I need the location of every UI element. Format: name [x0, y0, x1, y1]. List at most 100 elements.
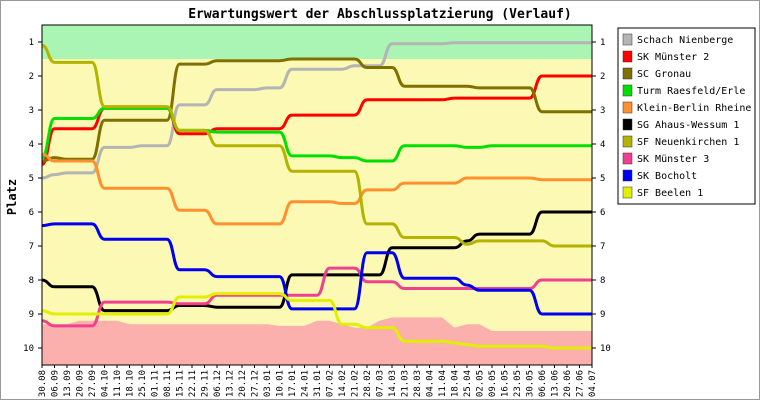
x-tick-label: 21.03	[401, 370, 411, 397]
legend-swatch-turm-raesfeld-erle	[622, 84, 633, 97]
legend-label-sk-muenster-2: SK Münster 2	[637, 52, 709, 63]
y-tick-label: 2	[600, 72, 605, 82]
y-tick-label: 8	[29, 276, 34, 286]
x-tick-label: 30.05	[526, 370, 536, 397]
x-tick-label: 13.09	[63, 370, 73, 397]
x-tick-label: 27.09	[88, 370, 98, 397]
legend-swatch-sc-gronau	[622, 67, 633, 80]
legend-swatch-klein-berlin-rheine	[622, 101, 633, 114]
legend-label-schach-nienberge: Schach Nienberge	[637, 35, 733, 46]
y-tick-labels-left: 1 2 3 4 5 6 7 8 9 10	[23, 38, 34, 354]
x-tick-label: 14.02	[338, 370, 348, 397]
x-tick-label: 06.09	[51, 370, 61, 397]
legend-label-sk-bocholt: SK Bocholt	[637, 171, 697, 182]
legend-swatch-sk-bocholt	[622, 169, 633, 182]
x-tick-label: 09.05	[488, 370, 498, 397]
legend: Schach Nienberge SK Münster 2 SC Gronau Tur…	[617, 27, 756, 205]
x-tick-label: 20.12	[238, 370, 248, 397]
y-tick-label: 3	[600, 106, 605, 116]
x-tick-label: 04.04	[426, 370, 436, 397]
y-tick-label: 9	[600, 310, 605, 320]
y-tick-label: 9	[29, 310, 34, 320]
series-line-sc-gronau	[41, 57, 592, 163]
y-tick-label: 10	[23, 344, 34, 354]
legend-swatch-sf-neuenkirchen-1	[622, 135, 633, 148]
series-lines	[40, 41, 592, 350]
y-tick-label: 4	[29, 140, 34, 150]
x-tick-label: 10.01	[276, 370, 286, 397]
legend-label-klein-berlin-rheine: Klein-Berlin Rheine	[637, 103, 751, 114]
legend-label-sc-gronau: SC Gronau	[637, 69, 691, 80]
x-tick-label: 13.12	[226, 370, 236, 397]
legend-swatch-schach-nienberge	[622, 33, 633, 46]
x-tick-label: 07.02	[326, 370, 336, 397]
x-tick-label: 27.06	[576, 370, 586, 397]
y-tick-label: 4	[600, 140, 605, 150]
legend-label-sk-muenster-3: SK Münster 3	[637, 154, 709, 165]
x-tick-label: 11.04	[438, 370, 448, 397]
x-tick-label: 08.11	[163, 370, 173, 397]
x-tick-label: 04.07	[588, 370, 598, 397]
x-tick-label: 03.01	[263, 370, 273, 397]
relegation-area-shape	[42, 317, 592, 365]
series-line-sk-muenster-3	[41, 266, 592, 328]
y-tick-label: 5	[29, 174, 34, 184]
legend-label-turm-raesfeld-erle: Turm Raesfeld/Erle	[637, 86, 745, 97]
x-tick-label: 18.04	[451, 370, 461, 397]
x-tick-labels: 30.08 06.09 13.09 20.09 27.09 04.10 11.10 18.10…	[38, 370, 598, 397]
band-1	[42, 59, 592, 365]
x-tick-label: 28.02	[363, 370, 373, 397]
x-tick-label: 20.06	[563, 370, 573, 397]
y-tick-label: 6	[29, 208, 34, 218]
y-tick-label: 8	[600, 276, 605, 286]
x-tick-label: 27.12	[251, 370, 261, 397]
x-tick-label: 31.01	[313, 370, 323, 397]
y-tick-label: 1	[29, 38, 34, 48]
y-tick-label: 2	[29, 72, 34, 82]
y-tick-label: 7	[29, 242, 34, 252]
legend-box	[617, 27, 756, 205]
x-tick-label: 07.03	[376, 370, 386, 397]
x-tick-label: 06.12	[213, 370, 223, 397]
y-tick-label: 7	[600, 242, 605, 252]
x-tick-label: 16.05	[501, 370, 511, 397]
legend-label-sg-ahaus-wessum-1: SG Ahaus-Wessum 1	[637, 120, 739, 131]
x-tick-label: 22.11	[188, 370, 198, 397]
y-tick-label: 3	[29, 106, 34, 116]
x-tick-label: 25.04	[463, 370, 473, 397]
series-line-turm-raesfeld-erle	[40, 106, 592, 163]
series-line-sf-neuenkirchen-1	[41, 43, 592, 248]
legend-label-sf-beelen-1: SF Beelen 1	[637, 188, 703, 199]
y-tick-label: 5	[600, 174, 605, 184]
legend-swatch-sf-beelen-1	[622, 186, 633, 199]
chart-title: Erwartungswert der Abschlussplatzierung …	[188, 7, 572, 22]
y-axis-label: Platz	[5, 179, 19, 215]
series-line-sg-ahaus-wessum-1	[41, 210, 592, 313]
legend-swatch-sg-ahaus-wessum-1	[622, 118, 633, 131]
series-line-sk-bocholt	[41, 222, 592, 316]
x-tick-label: 13.06	[551, 370, 561, 397]
x-tick-label: 29.11	[201, 370, 211, 397]
x-tick-label: 21.02	[351, 370, 361, 397]
legend-swatch-sk-muenster-3	[622, 152, 633, 165]
x-tick-label: 01.11	[151, 370, 161, 397]
x-tick-label: 17.01	[288, 370, 298, 397]
x-tick-label: 25.10	[138, 370, 148, 397]
axes	[38, 24, 596, 368]
x-tick-label: 30.08	[38, 370, 48, 397]
y-tick-label: 10	[600, 344, 611, 354]
y-tick-label: 1	[600, 38, 605, 48]
x-tick-label: 18.10	[126, 370, 136, 397]
x-tick-label: 24.01	[301, 370, 311, 397]
x-tick-label: 06.06	[538, 370, 548, 397]
x-tick-label: 14.03	[388, 370, 398, 397]
x-tick-label: 02.05	[476, 370, 486, 397]
legend-swatch-sk-muenster-2	[622, 50, 633, 63]
x-tick-label: 04.10	[101, 370, 111, 397]
relegation-area	[42, 317, 592, 365]
x-tick-label: 15.11	[176, 370, 186, 397]
legend-label-sf-neuenkirchen-1: SF Neuenkirchen 1	[637, 137, 739, 148]
y-tick-labels-right: 1 2 3 4 5 6 7 8 9 10	[600, 38, 611, 354]
x-tick-label: 28.03	[413, 370, 423, 397]
